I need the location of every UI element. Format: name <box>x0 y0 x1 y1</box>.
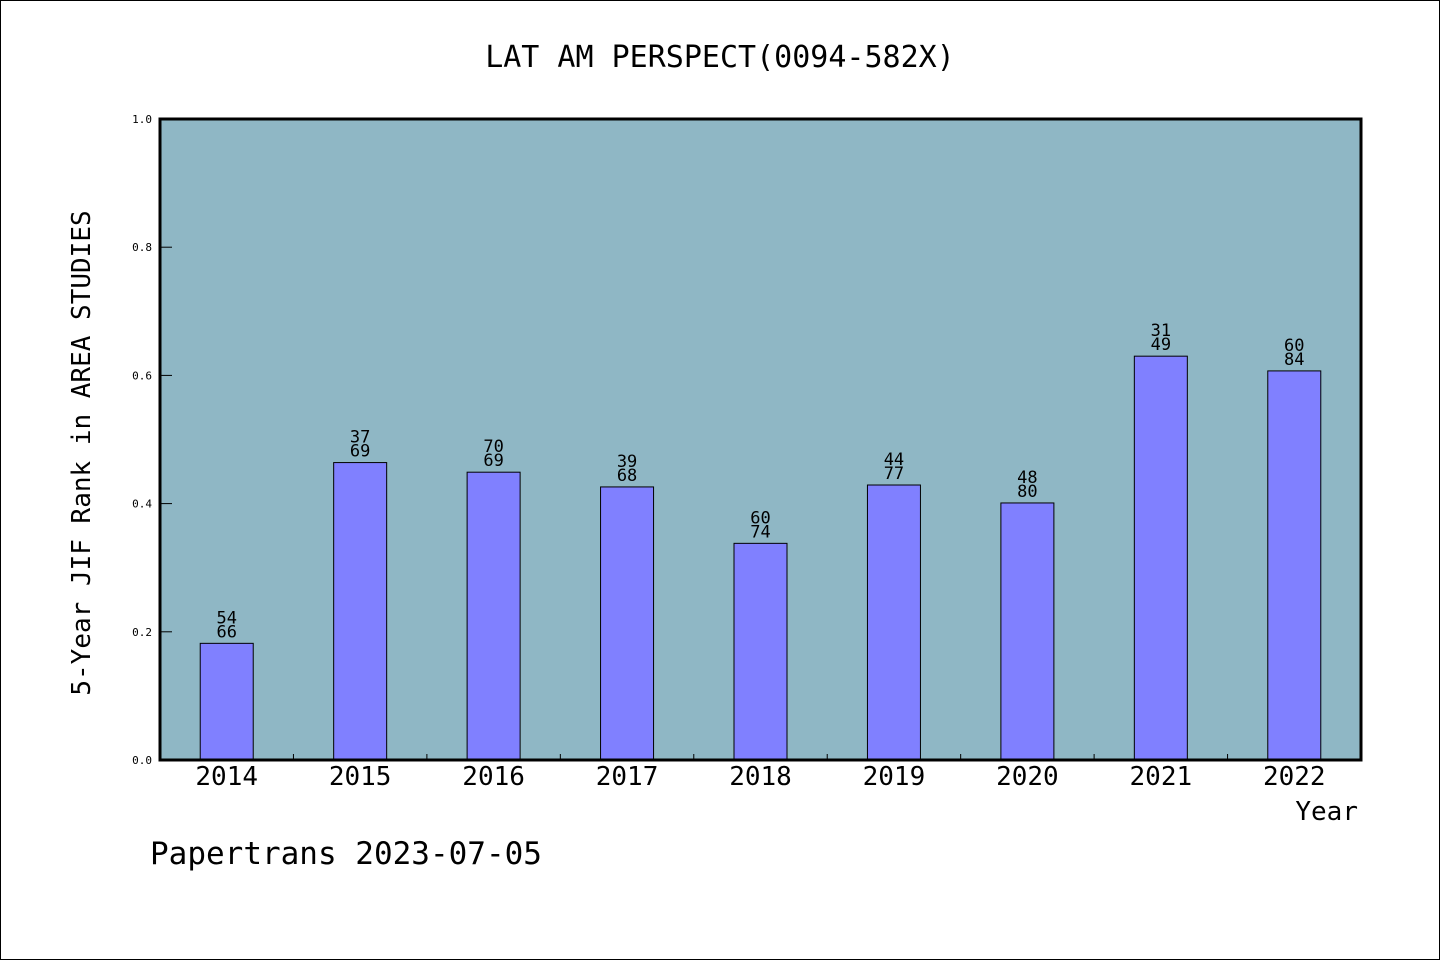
y-tick-label-0.0: 0.0 <box>132 754 152 767</box>
y-tick-label-0.6: 0.6 <box>132 369 152 382</box>
y-tick-label-0.8: 0.8 <box>132 241 152 254</box>
y-tick-label-1.0: 1.0 <box>132 113 152 126</box>
bar-2016 <box>466 471 521 761</box>
bar-2014 <box>199 642 254 761</box>
bar-label-bottom-2015: 69 <box>350 442 370 462</box>
y-tick-label-0.4: 0.4 <box>132 498 152 511</box>
bar-2017 <box>600 486 655 761</box>
bar-label-bottom-2021: 49 <box>1151 335 1171 355</box>
bar-label-top-2019: 44 <box>884 450 904 470</box>
x-tick-label-2018: 2018 <box>729 762 792 792</box>
bar-label-bottom-2020: 80 <box>1017 482 1037 502</box>
bar-2019 <box>866 484 921 761</box>
bar-2021 <box>1133 355 1188 761</box>
chart-title: LAT AM PERSPECT(0094-582X) <box>485 40 955 75</box>
bar-label-top-2015: 37 <box>350 428 370 448</box>
bar-label-top-2021: 31 <box>1151 321 1171 341</box>
x-tick-label-2015: 2015 <box>329 762 392 792</box>
bar-label-bottom-2018: 74 <box>750 522 770 542</box>
x-tick-label-2020: 2020 <box>996 762 1059 792</box>
y-axis: 0.0 0.2 0.4 0.6 0.8 1.0 <box>132 113 172 767</box>
bar-label-top-2017: 39 <box>617 452 637 472</box>
bar-label-bottom-2022: 84 <box>1284 350 1304 370</box>
plot-border <box>158 117 1363 762</box>
x-axis: 2014 2015 2016 2017 2018 2019 2020 2021 2022 <box>195 754 1326 792</box>
bar-2020 <box>1000 502 1055 761</box>
x-tick-label-2022: 2022 <box>1263 762 1326 792</box>
bar-2022 <box>1267 370 1322 761</box>
bar-2018 <box>733 542 788 761</box>
bar-label-top-2016: 70 <box>483 437 503 457</box>
bar-label-bottom-2017: 68 <box>617 466 637 486</box>
bar-label-bottom-2019: 77 <box>884 464 904 484</box>
bar-label-top-2022: 60 <box>1284 336 1304 356</box>
x-tick-label-2017: 2017 <box>596 762 659 792</box>
y-tick-label-0.2: 0.2 <box>132 626 152 639</box>
footer-credit: Papertrans 2023-07-05 <box>150 836 542 872</box>
bar-label-top-2014: 54 <box>216 608 236 628</box>
bar-label-bottom-2016: 69 <box>483 451 503 471</box>
x-axis-label: Year <box>1295 797 1358 827</box>
bar-label-top-2020: 48 <box>1017 468 1037 488</box>
bar-label-bottom-2014: 66 <box>216 622 236 642</box>
x-tick-label-2014: 2014 <box>195 762 258 792</box>
x-tick-label-2016: 2016 <box>462 762 525 792</box>
x-tick-label-2019: 2019 <box>863 762 926 792</box>
x-tick-label-2021: 2021 <box>1130 762 1193 792</box>
bar-label-top-2018: 60 <box>750 508 770 528</box>
bar-2015 <box>333 462 388 761</box>
y-axis-label: 5-Year JIF Rank in AREA STUDIES <box>67 210 97 695</box>
